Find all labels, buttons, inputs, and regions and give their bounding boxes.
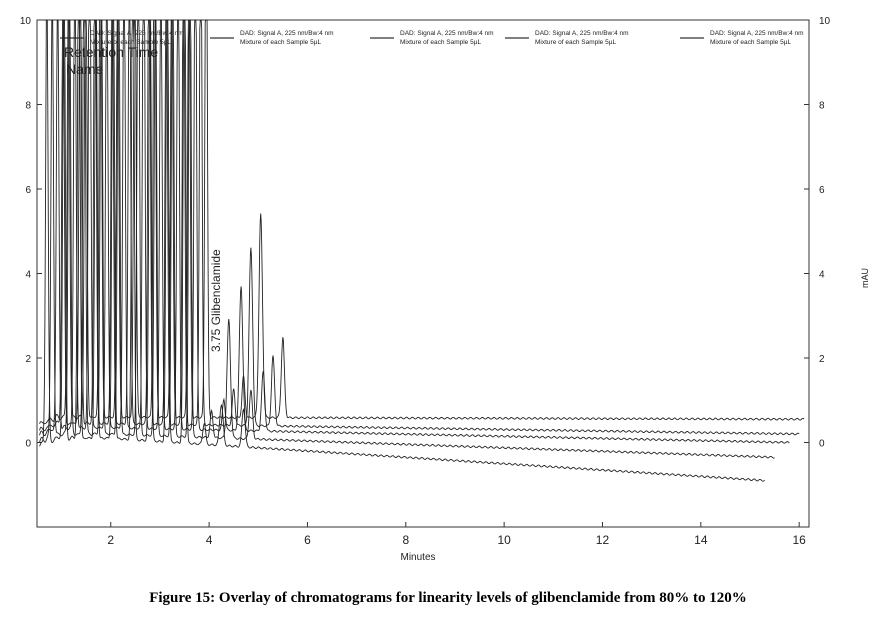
x-tick-label: 14 bbox=[694, 533, 708, 547]
y-tick-label-left: 0 bbox=[25, 439, 31, 450]
y-tick-label-left: 4 bbox=[25, 270, 31, 281]
x-axis-label: Minutes bbox=[400, 552, 435, 563]
chart-legend: DAD: Signal A, 225 nm/Bw:4 nm Mixture of … bbox=[60, 30, 804, 46]
legend-sublabel: Mixture of each Sample 5µL bbox=[240, 39, 321, 46]
y-tick-label-left: 6 bbox=[25, 185, 31, 196]
y-tick-label-left: 2 bbox=[25, 354, 31, 365]
chromatogram-chart: 2 4 6 8 10 12 14 16 0 0 2 2 4 4 6 6 8 8 10 10 DAD: Signal A… bbox=[20, 16, 870, 563]
x-tick-label: 16 bbox=[792, 533, 806, 547]
chromatogram-trace bbox=[39, 19, 775, 459]
retention-time-header: Retention Time bbox=[64, 44, 158, 60]
y-tick-label-left: 8 bbox=[25, 101, 31, 112]
y-tick-label-right: 2 bbox=[819, 354, 825, 365]
legend-label: DAD: Signal A, 225 nm/Bw:4 nm bbox=[90, 30, 184, 37]
y-axis-label-right: mAU bbox=[860, 268, 870, 288]
legend-item: DAD: Signal A, 225 nm/Bw:4 nm Mixture of … bbox=[680, 30, 804, 46]
chart-axes: 2 4 6 8 10 12 14 16 0 0 2 2 4 4 6 6 8 8 10 10 bbox=[20, 16, 831, 547]
y-tick-label-right: 4 bbox=[819, 270, 825, 281]
legend-item: DAD: Signal A, 225 nm/Bw:4 nm Mixture of … bbox=[210, 30, 334, 46]
y-tick-label-right: 0 bbox=[819, 439, 825, 450]
figure-caption: Figure 15: Overlay of chromatograms for … bbox=[149, 590, 747, 606]
chart-traces bbox=[39, 19, 805, 482]
x-tick-label: 4 bbox=[206, 533, 213, 547]
legend-sublabel: Mixture of each Sample 5µL bbox=[535, 39, 616, 46]
legend-label: DAD: Signal A, 225 nm/Bw:4 nm bbox=[710, 30, 804, 37]
glibenclamide-peak-label: 3.75 Glibenclamide bbox=[209, 249, 223, 352]
y-tick-label-right: 6 bbox=[819, 185, 825, 196]
y-tick-label-right: 8 bbox=[819, 101, 825, 112]
x-tick-label: 2 bbox=[107, 533, 114, 547]
legend-sublabel: Mixture of each Sample 5µL bbox=[710, 39, 791, 46]
x-tick-label: 12 bbox=[596, 533, 610, 547]
x-tick-label: 10 bbox=[497, 533, 511, 547]
x-tick-label: 6 bbox=[304, 533, 311, 547]
y-tick-label-right: 10 bbox=[819, 16, 831, 27]
chromatogram-trace bbox=[39, 19, 766, 482]
chromatogram-trace bbox=[39, 19, 790, 444]
legend-item: DAD: Signal A, 225 nm/Bw:4 nm Mixture of … bbox=[505, 30, 629, 46]
name-header: Name bbox=[66, 61, 104, 77]
legend-label: DAD: Signal A, 225 nm/Bw:4 nm bbox=[240, 30, 334, 37]
legend-label: DAD: Signal A, 225 nm/Bw:4 nm bbox=[535, 30, 629, 37]
chromatogram-trace bbox=[39, 19, 805, 425]
legend-item: DAD: Signal A, 225 nm/Bw:4 nm Mixture of … bbox=[370, 30, 494, 46]
x-tick-label: 8 bbox=[402, 533, 409, 547]
legend-sublabel: Mixture of each Sample 5µL bbox=[90, 39, 171, 46]
y-tick-label-left: 10 bbox=[20, 16, 32, 27]
legend-label: DAD: Signal A, 225 nm/Bw:4 nm bbox=[400, 30, 494, 37]
legend-sublabel: Mixture of each Sample 5µL bbox=[400, 39, 481, 46]
chromatogram-trace bbox=[39, 19, 800, 436]
